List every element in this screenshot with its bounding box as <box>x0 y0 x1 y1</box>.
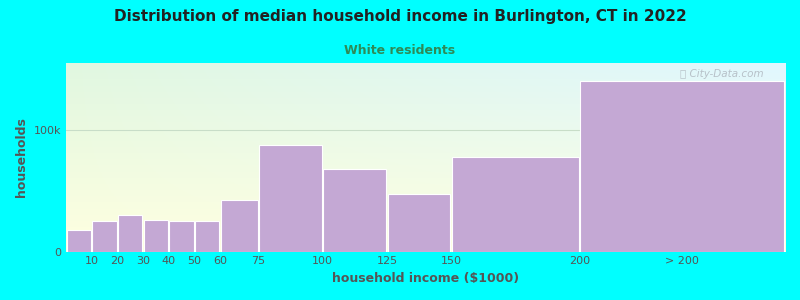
Bar <box>66 230 91 252</box>
Bar <box>195 221 219 252</box>
Text: Distribution of median household income in Burlington, CT in 2022: Distribution of median household income … <box>114 9 686 24</box>
Text: White residents: White residents <box>345 44 455 56</box>
Bar <box>221 200 258 252</box>
X-axis label: household income ($1000): household income ($1000) <box>332 272 519 285</box>
Bar <box>259 145 322 252</box>
Bar <box>323 169 386 252</box>
Bar <box>144 220 168 252</box>
Bar <box>452 157 579 252</box>
Text: ⓘ City-Data.com: ⓘ City-Data.com <box>680 69 763 79</box>
Bar <box>92 221 117 252</box>
Y-axis label: households: households <box>15 117 28 197</box>
Bar <box>118 215 142 252</box>
Bar <box>580 81 784 252</box>
Bar <box>170 221 194 252</box>
Bar <box>387 194 450 252</box>
